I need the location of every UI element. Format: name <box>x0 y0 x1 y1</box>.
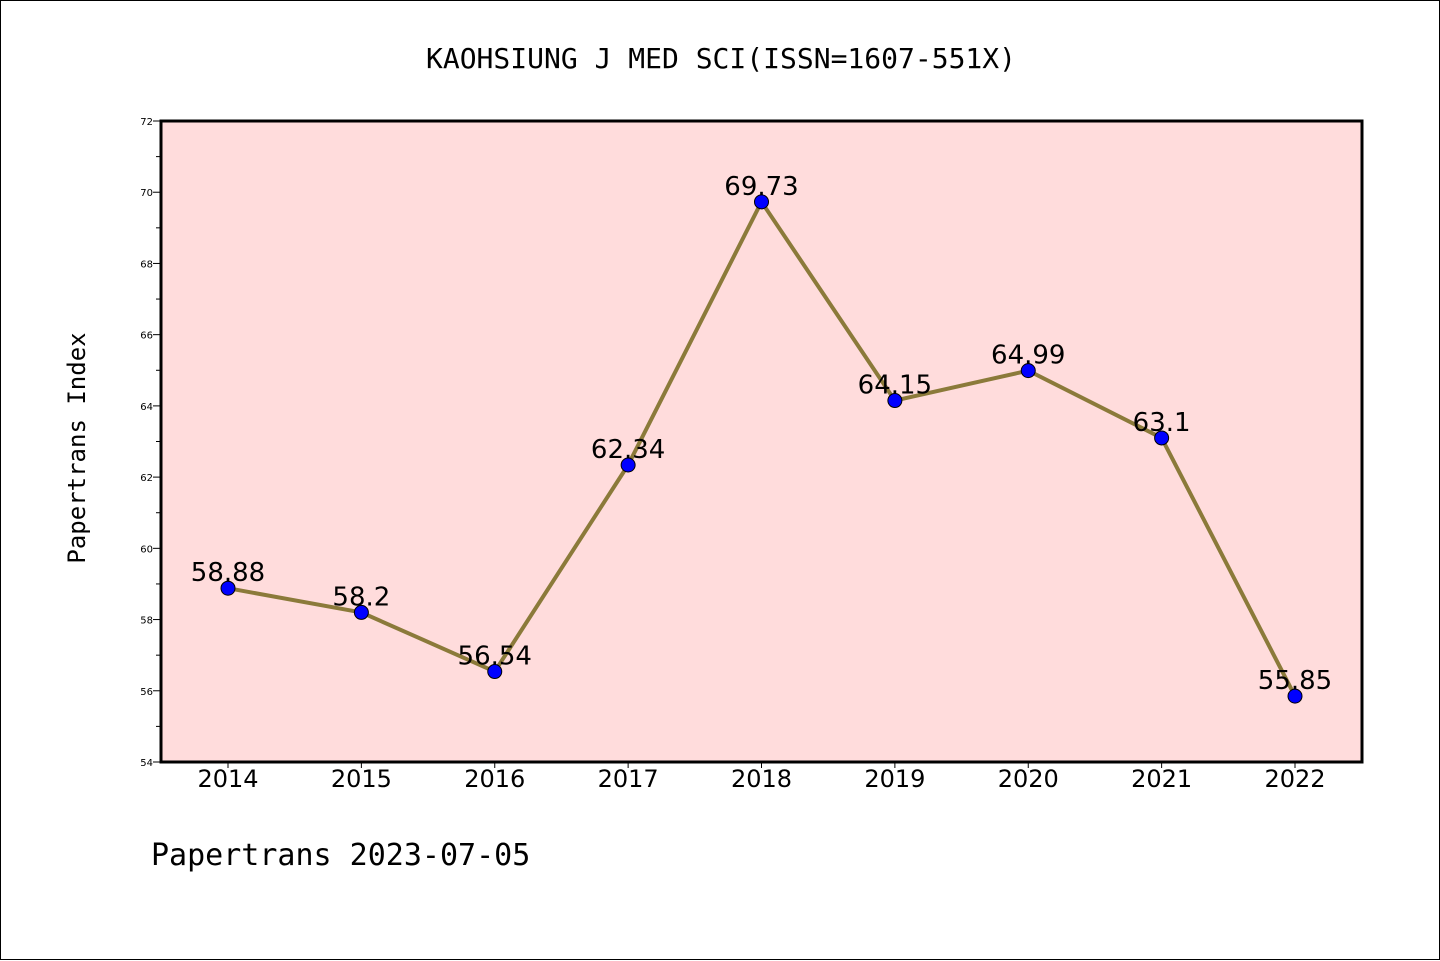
data-point <box>220 580 236 596</box>
marker-group <box>220 194 1303 704</box>
x-tick-label: 2015 <box>331 765 392 793</box>
y-tick-label: 64 <box>140 402 153 413</box>
y-tick-label: 70 <box>140 188 153 199</box>
y-tick-label: 60 <box>140 544 153 555</box>
data-label: 55.85 <box>1258 666 1332 696</box>
plot-border <box>159 119 1364 764</box>
y-axis: 54 56 58 60 62 64 66 68 70 72 <box>140 117 161 769</box>
plot-area <box>161 121 1362 762</box>
x-tick-label: 2021 <box>1131 765 1192 793</box>
data-label: 64.15 <box>858 371 932 401</box>
data-label: 56.54 <box>458 642 532 672</box>
x-tick-label: 2019 <box>864 765 925 793</box>
x-tick-label: 2014 <box>197 765 258 793</box>
footer-text: Papertrans 2023-07-05 <box>151 838 530 873</box>
data-label-group: 58.88 58.2 56.54 62.34 69.73 64.15 64.99 63.1 55… <box>191 172 1332 696</box>
y-tick-label: 56 <box>140 687 153 698</box>
data-label: 64.99 <box>991 341 1065 371</box>
data-point <box>1287 688 1303 704</box>
y-axis-label: Papertrans Index <box>63 332 91 563</box>
data-point <box>887 393 903 409</box>
y-tick-label: 66 <box>140 331 153 342</box>
y-tick-label: 72 <box>140 117 153 128</box>
data-point <box>487 664 503 680</box>
x-tick-label: 2018 <box>731 765 792 793</box>
x-tick-label: 2016 <box>464 765 525 793</box>
data-point <box>620 457 636 473</box>
y-tick-label: 62 <box>140 473 153 484</box>
x-tick-label: 2022 <box>1264 765 1325 793</box>
chart-title: KAOHSIUNG J MED SCI(ISSN=1607-551X) <box>426 42 1016 75</box>
data-label: 62.34 <box>591 435 665 465</box>
x-axis: 2014 2015 2016 2017 2018 2019 2020 2021 2022 <box>197 762 1326 793</box>
data-point <box>1154 430 1170 446</box>
data-label: 58.88 <box>191 558 265 588</box>
data-point <box>353 604 369 620</box>
y-tick-label: 54 <box>140 758 153 769</box>
data-label: 58.2 <box>332 582 390 612</box>
data-point <box>1020 363 1036 379</box>
data-point <box>754 194 769 210</box>
y-tick-label: 68 <box>140 259 153 270</box>
x-tick-label: 2020 <box>998 765 1059 793</box>
x-tick-label: 2017 <box>598 765 659 793</box>
y-tick-label: 58 <box>140 616 153 627</box>
data-label: 69.73 <box>724 172 798 202</box>
data-label: 63.1 <box>1133 408 1191 438</box>
